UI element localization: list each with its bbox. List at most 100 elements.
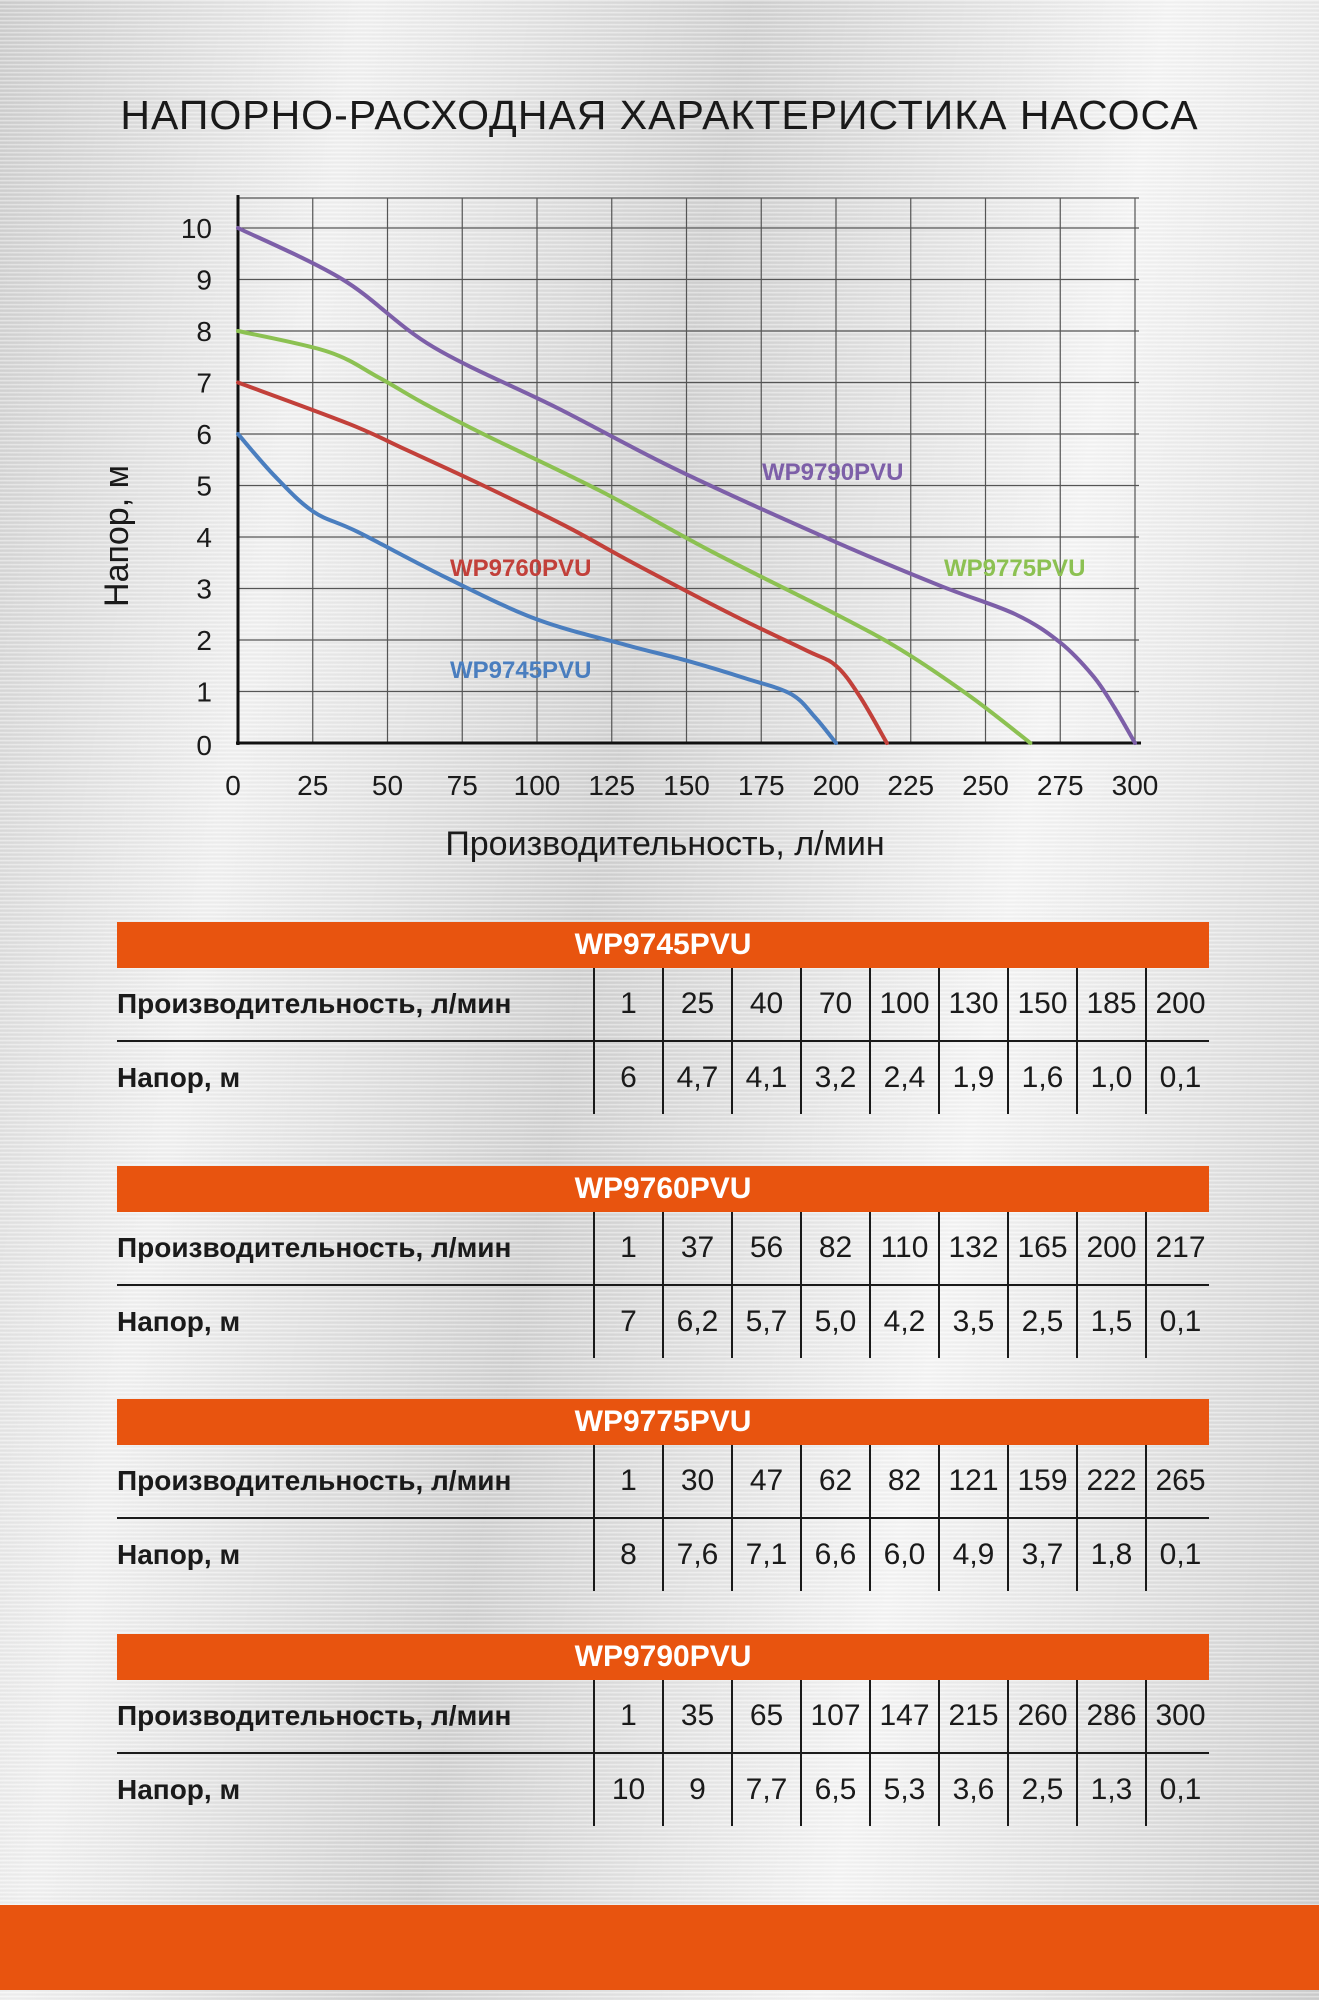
table-cell: 130 bbox=[938, 968, 1007, 1040]
table-cell: 1 bbox=[593, 1680, 662, 1752]
row-cells: 1 30 47 62 82 121 159 222 265 bbox=[593, 1445, 1214, 1517]
x-tick-label: 150 bbox=[663, 770, 710, 801]
x-tick-label: 100 bbox=[514, 770, 561, 801]
table-cell: 7,6 bbox=[662, 1519, 731, 1591]
table-cell: 4,1 bbox=[731, 1042, 800, 1114]
table-cell: 37 bbox=[662, 1212, 731, 1284]
table-cell: 185 bbox=[1076, 968, 1145, 1040]
x-tick-label: 125 bbox=[588, 770, 635, 801]
table-cell: 215 bbox=[938, 1680, 1007, 1752]
table-cell: 5,3 bbox=[869, 1754, 938, 1826]
table-cell: 7 bbox=[593, 1286, 662, 1358]
row-cells: 8 7,6 7,1 6,6 6,0 4,9 3,7 1,8 0,1 bbox=[593, 1519, 1214, 1591]
head-row: Напор, м 6 4,7 4,1 3,2 2,4 1,9 1,6 1,0 0,1 bbox=[117, 1040, 1209, 1114]
y-tick-label: 8 bbox=[196, 316, 212, 347]
spec-table-wp9745pvu: WP9745PVU Производительность, л/мин 1 25 40 7… bbox=[117, 922, 1217, 1114]
x-tick-label: 300 bbox=[1112, 770, 1159, 801]
table-cell: 25 bbox=[662, 968, 731, 1040]
y-tick-label: 6 bbox=[196, 419, 212, 450]
series-line-wp9745pvu bbox=[236, 432, 838, 745]
spec-table-wp9790pvu: WP9790PVU Производительность, л/мин 1 35 65 1… bbox=[117, 1634, 1217, 1826]
table-cell: 200 bbox=[1076, 1212, 1145, 1284]
y-tick-label: 3 bbox=[196, 574, 212, 605]
table-cell: 147 bbox=[869, 1680, 938, 1752]
table-cell: 82 bbox=[869, 1445, 938, 1517]
table-cell: 1,8 bbox=[1076, 1519, 1145, 1591]
table-cell: 150 bbox=[1007, 968, 1076, 1040]
series-line-wp9790pvu bbox=[236, 226, 1137, 745]
table-cell: 1,6 bbox=[1007, 1042, 1076, 1114]
series-label-wp9775pvu: WP9775PVU bbox=[944, 555, 1085, 582]
table-cell: 165 bbox=[1007, 1212, 1076, 1284]
table-cell: 62 bbox=[800, 1445, 869, 1517]
table-cell: 30 bbox=[662, 1445, 731, 1517]
table-cell: 132 bbox=[938, 1212, 1007, 1284]
table-cell: 35 bbox=[662, 1680, 731, 1752]
table-cell: 222 bbox=[1076, 1445, 1145, 1517]
row-cells: 1 25 40 70 100 130 150 185 200 bbox=[593, 968, 1214, 1040]
table-cell: 200 bbox=[1145, 968, 1214, 1040]
row-label: Напор, м bbox=[117, 1306, 241, 1337]
table-cell: 300 bbox=[1145, 1680, 1214, 1752]
table-cell: 265 bbox=[1145, 1445, 1214, 1517]
table-header: WP9760PVU bbox=[117, 1166, 1209, 1212]
table-cell: 1,9 bbox=[938, 1042, 1007, 1114]
table-cell: 9 bbox=[662, 1754, 731, 1826]
row-label: Производительность, л/мин bbox=[117, 1465, 512, 1496]
table-cell: 6,5 bbox=[800, 1754, 869, 1826]
y-tick-label: 10 bbox=[181, 213, 212, 244]
table-cell: 4,2 bbox=[869, 1286, 938, 1358]
series-label-wp9760pvu: WP9760PVU bbox=[450, 555, 591, 582]
y-axis-label: Напор, м bbox=[98, 465, 136, 607]
table-cell: 121 bbox=[938, 1445, 1007, 1517]
x-tick-label: 250 bbox=[962, 770, 1009, 801]
table-cell: 1,0 bbox=[1076, 1042, 1145, 1114]
x-tick-label: 25 bbox=[297, 770, 328, 801]
table-cell: 6 bbox=[593, 1042, 662, 1114]
row-label: Производительность, л/мин bbox=[117, 988, 512, 1019]
table-cell: 8 bbox=[593, 1519, 662, 1591]
y-tick-label: 2 bbox=[196, 625, 212, 656]
table-cell: 65 bbox=[731, 1680, 800, 1752]
x-tick-label: 200 bbox=[813, 770, 860, 801]
table-cell: 107 bbox=[800, 1680, 869, 1752]
row-cells: 10 9 7,7 6,5 5,3 3,6 2,5 1,3 0,1 bbox=[593, 1754, 1214, 1826]
flow-row: Производительность, л/мин 1 30 47 62 82 121 159… bbox=[117, 1445, 1217, 1517]
row-cells: 1 37 56 82 110 132 165 200 217 bbox=[593, 1212, 1214, 1284]
row-label: Производительность, л/мин bbox=[117, 1700, 512, 1731]
head-row: Напор, м 8 7,6 7,1 6,6 6,0 4,9 3,7 1,8 0,1 bbox=[117, 1517, 1209, 1591]
table-cell: 6,2 bbox=[662, 1286, 731, 1358]
flow-row: Производительность, л/мин 1 35 65 107 147 215 2… bbox=[117, 1680, 1217, 1752]
table-cell: 1 bbox=[593, 968, 662, 1040]
table-cell: 4,7 bbox=[662, 1042, 731, 1114]
x-tick-label: 225 bbox=[887, 770, 934, 801]
table-cell: 6,0 bbox=[869, 1519, 938, 1591]
table-cell: 10 bbox=[593, 1754, 662, 1826]
table-cell: 4,9 bbox=[938, 1519, 1007, 1591]
row-label: Напор, м bbox=[117, 1062, 241, 1093]
chart-title: НАПОРНО-РАСХОДНАЯ ХАРАКТЕРИСТИКА НАСОСА bbox=[120, 92, 1199, 138]
table-cell: 5,7 bbox=[731, 1286, 800, 1358]
page: НАПОРНО-РАСХОДНАЯ ХАРАКТЕРИСТИКА НАСОСА … bbox=[10, 0, 1309, 2000]
table-cell: 3,2 bbox=[800, 1042, 869, 1114]
y-tick-label: 0 bbox=[196, 730, 212, 761]
table-cell: 7,7 bbox=[731, 1754, 800, 1826]
table-cell: 3,7 bbox=[1007, 1519, 1076, 1591]
table-cell: 110 bbox=[869, 1212, 938, 1284]
spec-table-wp9760pvu: WP9760PVU Производительность, л/мин 1 37 56 8… bbox=[117, 1166, 1217, 1358]
table-cell: 0,1 bbox=[1145, 1286, 1214, 1358]
table-cell: 159 bbox=[1007, 1445, 1076, 1517]
flow-row: Производительность, л/мин 1 25 40 70 100 130 15… bbox=[117, 968, 1217, 1040]
row-label: Производительность, л/мин bbox=[117, 1232, 512, 1263]
x-tick-label: 275 bbox=[1037, 770, 1084, 801]
table-cell: 1 bbox=[593, 1212, 662, 1284]
series-line-wp9775pvu bbox=[236, 329, 1033, 745]
table-cell: 82 bbox=[800, 1212, 869, 1284]
x-tick-label: 0 bbox=[225, 770, 241, 801]
table-cell: 40 bbox=[731, 968, 800, 1040]
table-cell: 0,1 bbox=[1145, 1754, 1214, 1826]
row-cells: 1 35 65 107 147 215 260 286 300 bbox=[593, 1680, 1214, 1752]
table-cell: 260 bbox=[1007, 1680, 1076, 1752]
y-tick-label: 1 bbox=[196, 677, 212, 708]
